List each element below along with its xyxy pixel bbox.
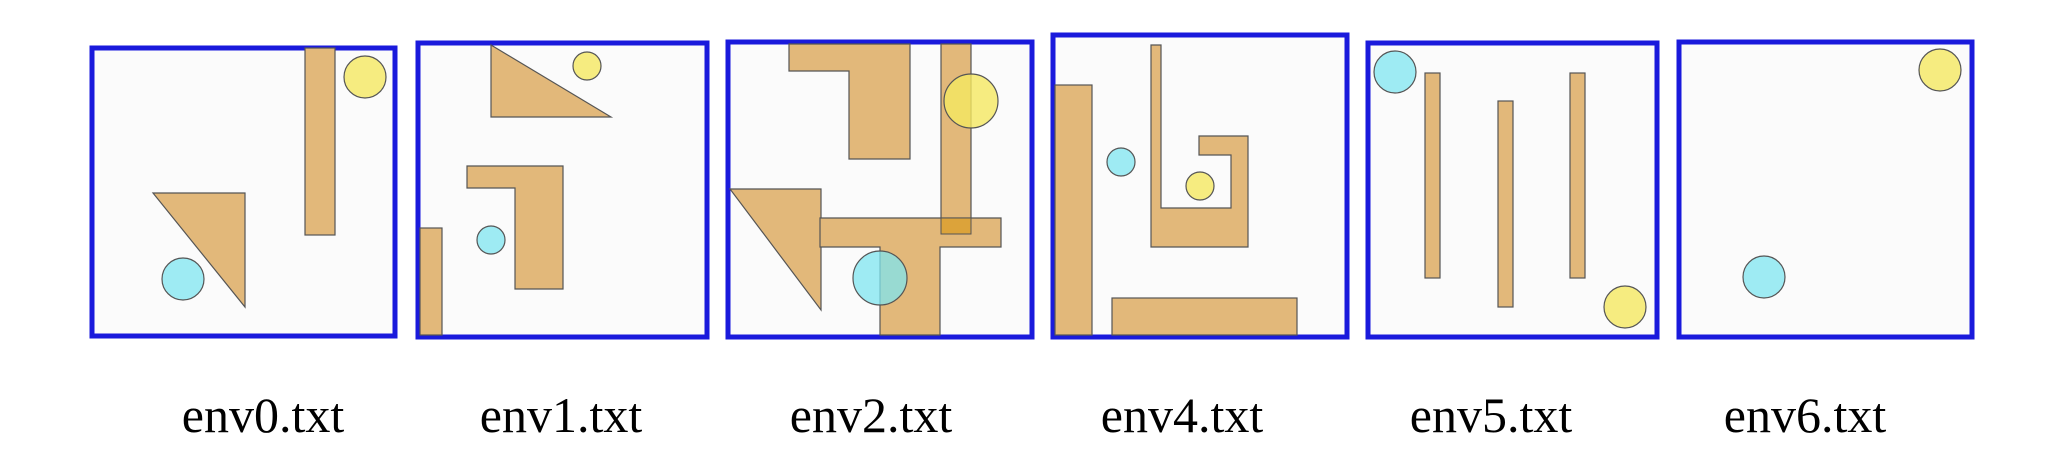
env-panel-4: env5.txt <box>1365 40 1660 443</box>
obstacle-t-shape <box>819 217 1002 336</box>
env-label: env6.txt <box>1724 387 1887 443</box>
goal-circle <box>1603 285 1647 329</box>
goal-circle <box>343 55 387 99</box>
env-panel-0: env0.txt <box>89 45 398 443</box>
env-label: env0.txt <box>182 387 345 443</box>
obstacle-bar <box>940 43 972 235</box>
goal-circle <box>1185 171 1215 201</box>
env-panel-3: env4.txt <box>1050 32 1350 443</box>
obstacle-bar <box>1111 297 1298 336</box>
env-label: env4.txt <box>1101 387 1264 443</box>
obstacle-bar <box>1569 72 1586 279</box>
start-circle <box>476 225 506 255</box>
start-circle <box>1106 147 1136 177</box>
goal-circle <box>943 73 999 129</box>
start-circle <box>1742 255 1786 299</box>
obstacle-l-shape <box>466 165 564 290</box>
obstacle-l-shape <box>788 43 911 160</box>
obstacle-spiral <box>1150 44 1249 248</box>
obstacle-triangle <box>728 188 822 312</box>
env-label: env1.txt <box>480 387 643 443</box>
obstacle-bar <box>1054 84 1093 336</box>
goal-circle <box>572 51 602 81</box>
start-circle <box>1373 50 1417 94</box>
start-circle <box>852 250 908 306</box>
start-circle <box>161 257 205 301</box>
overlap-region <box>940 217 972 235</box>
env-label: env2.txt <box>790 387 953 443</box>
goal-circle <box>1918 48 1962 92</box>
obstacle-triangle <box>151 192 246 309</box>
obstacle-bar <box>304 47 336 236</box>
env-label: env5.txt <box>1410 387 1573 443</box>
env-panel-5: env6.txt <box>1676 39 1975 443</box>
env-frame <box>1676 39 1975 340</box>
obstacle-bar <box>419 227 443 336</box>
env-panel-1: env1.txt <box>415 40 710 443</box>
obstacle-bar <box>1424 72 1441 279</box>
obstacle-bar <box>1497 100 1514 308</box>
env-panel-2: env2.txt <box>725 39 1035 443</box>
obstacle-triangle <box>490 43 614 118</box>
